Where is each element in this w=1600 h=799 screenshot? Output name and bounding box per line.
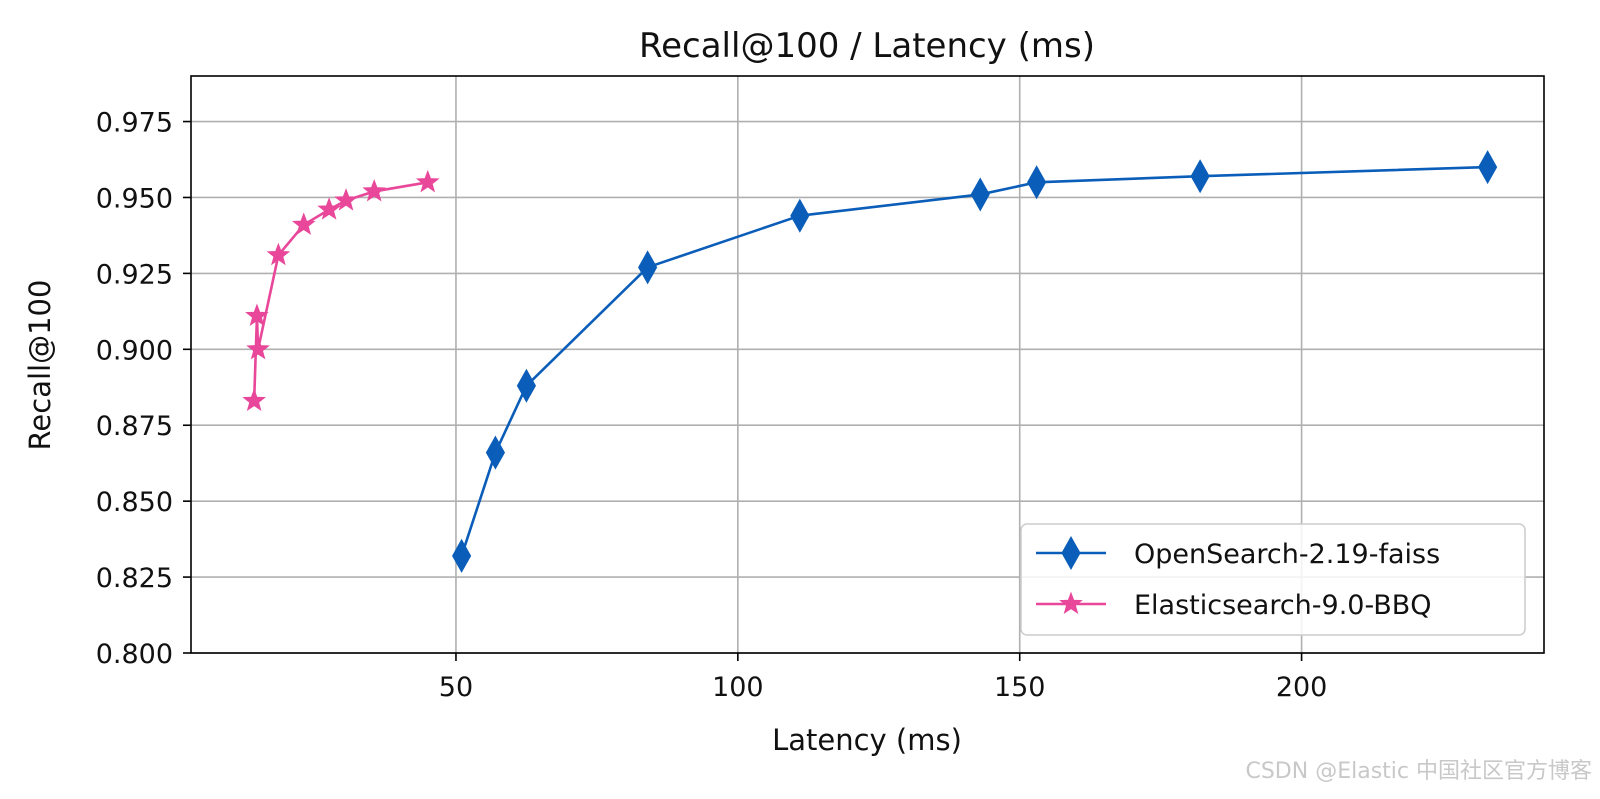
x-tick-label: 200 xyxy=(1276,672,1328,703)
series-1 xyxy=(242,169,440,412)
chart-title: Recall@100 / Latency (ms) xyxy=(639,26,1095,66)
y-axis-label: Recall@100 xyxy=(23,280,57,451)
data-point-star xyxy=(317,197,341,220)
y-tick-label: 0.850 xyxy=(96,487,173,518)
data-point-diamond xyxy=(516,368,537,403)
data-point-star xyxy=(291,212,316,235)
legend-box xyxy=(1020,523,1526,636)
y-tick-label: 0.800 xyxy=(96,639,173,670)
x-tick-label: 50 xyxy=(439,672,473,703)
series-line xyxy=(460,165,1488,557)
legend-star-icon xyxy=(1059,591,1083,615)
legend-label-elasticsearch: Elasticsearch-9.0-BBQ xyxy=(1134,590,1432,621)
data-point-star xyxy=(362,178,387,202)
data-point-star xyxy=(334,188,358,211)
y-tick-label: 0.875 xyxy=(96,411,173,442)
legend: OpenSearch-2.19-faiss Elasticsearch-9.0-… xyxy=(1020,523,1526,636)
data-point-star xyxy=(246,336,270,360)
y-tick-label: 0.975 xyxy=(96,108,173,139)
series-0 xyxy=(452,150,1498,573)
data-point-diamond xyxy=(638,250,658,285)
series xyxy=(242,150,1498,573)
watermark: CSDN @Elastic 中国社区官方博客 xyxy=(1245,759,1592,784)
x-tick-label: 150 xyxy=(994,672,1046,703)
series-line xyxy=(252,181,428,401)
data-point-diamond xyxy=(1478,150,1498,185)
data-point-diamond xyxy=(485,435,505,470)
legend-markers xyxy=(1036,535,1106,615)
plot-area-frame xyxy=(190,75,1545,654)
data-point-diamond xyxy=(790,198,810,233)
axis-ticks: 50 100 150 200 0.800 0.825 0.850 0.875 0.900 0.92… xyxy=(96,108,1328,703)
y-tick-label: 0.950 xyxy=(96,183,173,214)
y-tick-label: 0.925 xyxy=(96,259,173,290)
data-point-diamond xyxy=(970,177,990,212)
data-point-star xyxy=(415,169,440,193)
legend-diamond-icon xyxy=(1061,535,1081,571)
legend-label-opensearch: OpenSearch-2.19-faiss xyxy=(1134,539,1440,570)
data-point-diamond xyxy=(1190,159,1210,194)
x-tick-label: 100 xyxy=(712,672,764,703)
y-tick-label: 0.900 xyxy=(96,335,173,366)
data-point-star xyxy=(242,388,266,412)
data-point-star xyxy=(266,242,291,266)
data-point-star xyxy=(245,303,269,326)
y-tick-label: 0.825 xyxy=(96,563,173,594)
data-point-diamond xyxy=(452,538,472,573)
data-point-diamond xyxy=(1027,165,1047,200)
x-axis-label: Latency (ms) xyxy=(772,723,962,757)
